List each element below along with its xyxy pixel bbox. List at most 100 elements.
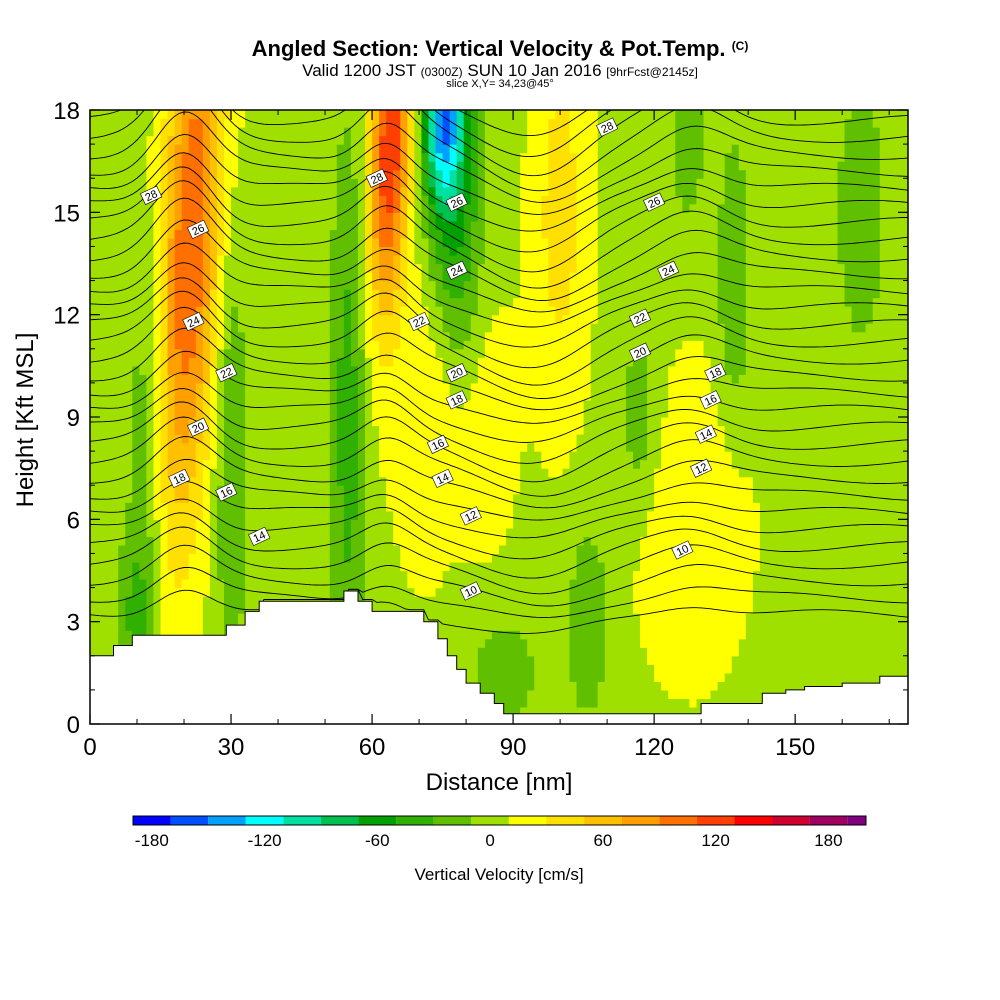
field-cell xyxy=(329,544,338,555)
field-cell xyxy=(506,689,514,700)
field-cell xyxy=(238,237,246,248)
field-cell xyxy=(132,195,140,205)
field-cell xyxy=(216,604,225,614)
field-cell xyxy=(463,408,472,418)
field-cell xyxy=(231,144,239,154)
field-cell xyxy=(477,323,486,333)
field-cell xyxy=(562,664,571,674)
field-cell xyxy=(188,459,197,469)
field-cell xyxy=(294,212,303,222)
field-cell xyxy=(118,621,126,631)
field-cell xyxy=(209,399,218,410)
field-cell xyxy=(139,237,148,248)
field-cell xyxy=(181,527,190,537)
field-cell xyxy=(329,110,338,120)
field-cell xyxy=(414,144,423,154)
field-cell xyxy=(139,135,148,145)
field-cell xyxy=(111,613,119,623)
field-cell xyxy=(484,561,493,572)
field-cell xyxy=(520,664,528,674)
field-cell xyxy=(118,254,126,265)
field-cell xyxy=(252,425,260,435)
field-cell xyxy=(421,451,430,461)
field-cell xyxy=(308,229,317,239)
field-cell xyxy=(329,587,338,597)
field-cell xyxy=(513,613,521,623)
field-cell xyxy=(223,161,232,171)
field-cell xyxy=(125,527,133,537)
field-cell xyxy=(400,246,408,256)
field-cell xyxy=(259,434,267,444)
field-cell xyxy=(181,212,190,222)
field-cell xyxy=(231,493,239,503)
field-cell xyxy=(174,553,183,563)
field-cell xyxy=(287,570,296,580)
field-cell xyxy=(372,348,380,358)
field-cell xyxy=(315,169,324,179)
field-cell xyxy=(442,357,451,367)
field-cell xyxy=(541,681,549,691)
field-cell xyxy=(160,374,169,384)
field-cell xyxy=(259,212,267,222)
field-cell xyxy=(562,698,571,708)
field-cell xyxy=(287,246,296,256)
field-cell xyxy=(372,127,380,137)
field-cell xyxy=(259,391,267,401)
field-cell xyxy=(273,289,281,299)
field-cell xyxy=(372,544,380,555)
field-cell xyxy=(139,544,148,555)
field-cell xyxy=(160,237,169,248)
field-cell xyxy=(139,596,148,606)
field-cell xyxy=(569,587,578,597)
field-cell xyxy=(308,391,317,401)
field-cell xyxy=(146,254,155,265)
field-cell xyxy=(174,425,183,435)
field-cell xyxy=(329,280,338,290)
field-cell xyxy=(336,442,345,452)
field-cell xyxy=(259,152,267,162)
field-cell xyxy=(343,425,352,435)
field-cell xyxy=(231,110,239,120)
field-cell xyxy=(555,510,564,520)
field-cell xyxy=(97,596,105,606)
valid-fcst: [9hrFcst@2145z] xyxy=(606,65,698,79)
field-cell xyxy=(442,613,451,623)
field-cell xyxy=(541,698,549,708)
field-cell xyxy=(393,144,401,154)
field-cell xyxy=(167,587,176,597)
field-cell xyxy=(280,229,289,239)
field-cell xyxy=(216,561,225,572)
field-cell xyxy=(484,655,493,665)
field-cell xyxy=(231,613,239,623)
field-cell xyxy=(470,152,479,162)
field-cell xyxy=(139,391,148,401)
field-cell xyxy=(231,220,239,230)
field-cell xyxy=(238,272,246,282)
field-cell xyxy=(315,561,324,572)
field-cell xyxy=(357,476,366,486)
field-cell xyxy=(280,493,289,503)
field-cell xyxy=(153,306,162,316)
field-cell xyxy=(350,178,359,188)
field-cell xyxy=(463,169,472,179)
field-cell xyxy=(294,169,303,179)
chart-subtitle: Valid 1200 JST (0300Z) SUN 10 Jan 2016 [… xyxy=(0,61,1000,81)
field-cell xyxy=(343,365,352,375)
field-cell xyxy=(181,152,190,162)
field-cell xyxy=(520,621,528,631)
field-cell xyxy=(534,195,542,205)
field-cell xyxy=(252,459,260,469)
field-cell xyxy=(357,561,366,572)
field-cell xyxy=(442,178,451,188)
field-cell xyxy=(90,510,98,520)
field-cell xyxy=(181,451,190,461)
field-cell xyxy=(407,493,415,503)
field-cell xyxy=(315,110,324,120)
field-cell xyxy=(322,527,331,537)
field-cell xyxy=(372,297,380,307)
field-cell xyxy=(153,203,162,213)
field-cell xyxy=(294,161,303,171)
field-cell xyxy=(449,297,458,307)
field-cell xyxy=(421,254,430,265)
field-cell xyxy=(118,476,126,486)
